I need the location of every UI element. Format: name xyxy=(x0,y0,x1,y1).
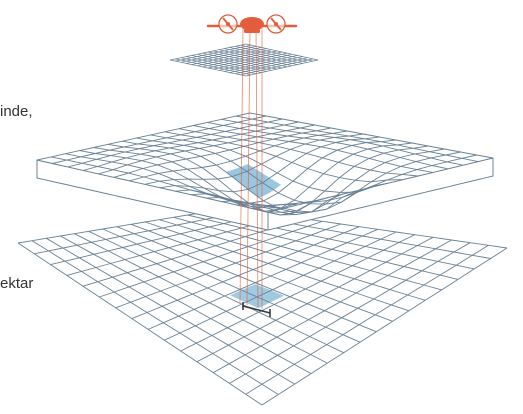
terrain-grid-line-u-12 xyxy=(207,121,449,170)
terrain-grid-line-u-10 xyxy=(178,128,419,177)
terrain-grid-line-u-9 xyxy=(164,131,404,183)
terrain-grid-line-u-7 xyxy=(136,137,374,205)
terrain-grid-line-v-8 xyxy=(160,136,380,193)
terrain-grid-line-v-4 xyxy=(98,124,315,175)
ground-grid-line-u-3 xyxy=(60,235,312,374)
sensor-grid-line-u-13 xyxy=(240,44,313,62)
terrain-grid-line-u-15 xyxy=(249,112,494,159)
scale-bar-line xyxy=(242,305,271,314)
sensor-grid-line-u-12 xyxy=(235,45,308,63)
terrain-grid-line-v-6 xyxy=(129,130,348,182)
beam-1 xyxy=(246,27,251,306)
terrain-grid-line-v-1 xyxy=(52,115,267,164)
ground-highlight-cell xyxy=(230,284,284,309)
measurement-beams xyxy=(239,27,263,309)
terrain-highlight-cell xyxy=(226,164,281,198)
ground-grid xyxy=(17,207,508,406)
ground-grid-line-u-1 xyxy=(31,240,279,395)
ground-grid-line-v-13 xyxy=(229,242,471,384)
terrain-grid-line-v-7 xyxy=(144,133,364,185)
sensor-grid-line-v-12 xyxy=(235,57,308,75)
terrain-block xyxy=(36,112,494,231)
ground-grid-line-v-7 xyxy=(131,226,360,320)
ground-grid-line-v-10 xyxy=(180,234,415,352)
drone-body xyxy=(240,17,264,31)
sensor-grid-line-u-14 xyxy=(245,43,319,61)
ground-grid-line-u-2 xyxy=(46,237,295,385)
sensor-grid-line-v-9 xyxy=(218,53,293,71)
ground-grid-line-v-14 xyxy=(245,244,489,395)
sensor-grid-line-v-13 xyxy=(240,58,313,76)
terrain-grid-line-v-15 xyxy=(267,157,494,213)
ground-grid-line-v-6 xyxy=(115,223,341,309)
terrain-grid-line-v-12 xyxy=(221,148,445,216)
terrain-grid-line-u-14 xyxy=(235,115,479,163)
terrain-grid-line-u-3 xyxy=(79,150,314,209)
terrain-grid-line-v-2 xyxy=(67,118,283,168)
sensor-grid-line-v-7 xyxy=(207,51,283,69)
ground-grid-line-u-0 xyxy=(17,242,263,406)
ground-grid-line-u-12 xyxy=(187,214,459,280)
terrain-label-fragment: inde, xyxy=(0,103,33,120)
ground-grid-line-u-6 xyxy=(102,228,361,343)
ground-grid-line-v-15 xyxy=(261,247,508,406)
terrain-grid-line-v-13 xyxy=(237,151,461,213)
ground-grid-line-u-4 xyxy=(74,233,328,364)
beam-2 xyxy=(255,27,259,308)
sensor-grid-line-v-10 xyxy=(224,55,298,72)
sensor-grid-line-u-11 xyxy=(229,47,303,64)
drone-hub-1 xyxy=(274,22,278,26)
terrain-grid-line-v-5 xyxy=(113,127,332,178)
ground-grid-line-v-5 xyxy=(99,220,323,298)
ground-label-fragment: ektar xyxy=(0,275,34,292)
sensor-grid-line-v-8 xyxy=(213,52,288,70)
ground-grid-line-v-9 xyxy=(164,231,397,341)
ground-grid-line-u-10 xyxy=(159,219,426,301)
terrain-grid-line-u-0 xyxy=(36,159,269,213)
ground-grid-line-u-7 xyxy=(116,226,377,333)
drone-gimbal xyxy=(244,29,260,33)
sensor-grid-line-v-11 xyxy=(229,56,303,73)
ground-grid-line-u-5 xyxy=(88,230,344,354)
ground-grid-line-v-11 xyxy=(196,236,434,363)
sensor-grid-line-u-9 xyxy=(218,49,293,67)
sensor-grid-line-v-14 xyxy=(245,59,319,77)
drone-icon xyxy=(206,14,298,34)
terrain-grid-line-v-0 xyxy=(36,112,251,161)
terrain-grid-line-u-11 xyxy=(193,125,434,173)
sensor-grid-line-u-8 xyxy=(213,50,288,68)
ground-grid-line-u-11 xyxy=(173,216,442,291)
terrain-grid-line-v-10 xyxy=(190,142,413,212)
terrain-grid-line-v-9 xyxy=(175,139,396,204)
beam-0 xyxy=(239,27,244,304)
scale-bar-icon xyxy=(242,302,271,317)
drone-hub-0 xyxy=(226,22,230,26)
sensor-footprint-grid xyxy=(169,43,319,77)
terrain-grid-line-v-11 xyxy=(206,145,429,216)
terrain-grid-line-v-3 xyxy=(83,121,299,171)
ground-grid-line-u-9 xyxy=(145,221,410,312)
sensor-grid-line-u-10 xyxy=(224,48,298,65)
ground-surface xyxy=(18,208,507,405)
ground-grid-line-v-12 xyxy=(212,239,452,373)
ground-grid-line-v-8 xyxy=(147,228,378,330)
